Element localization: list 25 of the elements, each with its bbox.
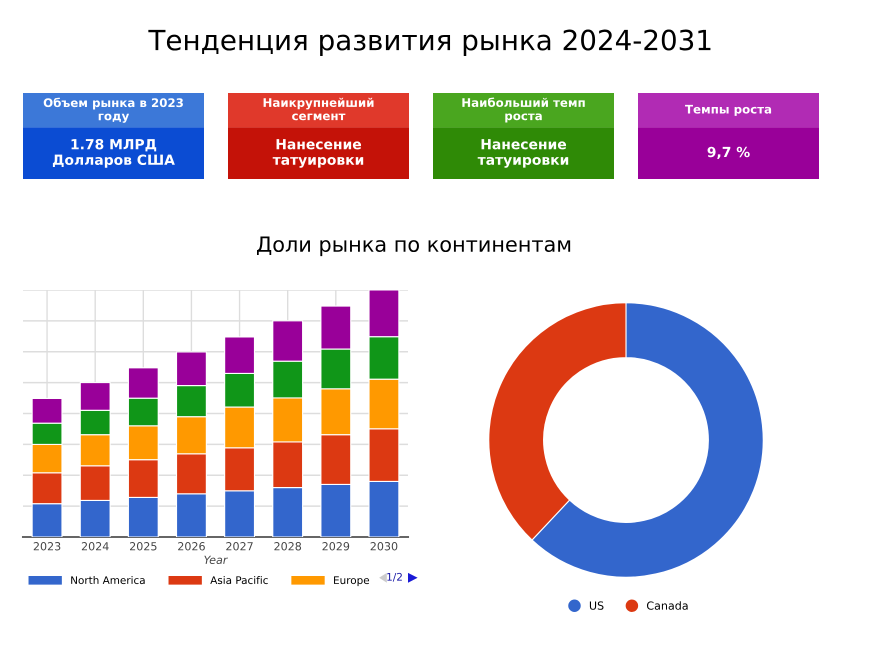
legend-label: Canada	[646, 601, 688, 610]
legend-label: Asia Pacific	[210, 576, 268, 584]
x-tick-label: 2025	[130, 542, 156, 550]
text: Тенденция развития рынка 2024-2031	[148, 30, 710, 56]
x-tick-label: 2030	[370, 542, 398, 550]
text: 1/2	[387, 572, 402, 582]
text: Нанесение татуировки	[272, 139, 364, 168]
text: Наибольший темп роста	[462, 97, 585, 123]
legend-label: US	[590, 601, 604, 610]
x-tick-label: 2029	[322, 542, 350, 550]
x-tick-label: 2027	[226, 542, 253, 550]
text: 1.78 МЛРД Долларов США	[52, 138, 175, 168]
x-axis-title: Year	[204, 556, 228, 564]
chart-title: Доли рынка по континентам	[257, 236, 570, 256]
text: Нанесение татуировки	[478, 139, 568, 168]
text: Темпы роста	[685, 104, 772, 116]
text: Объем рынка в 2023 году	[44, 98, 183, 123]
text: 9,7 %	[708, 146, 750, 160]
x-tick-label: 2023	[34, 542, 60, 550]
legend-label: Europe	[334, 576, 370, 586]
x-tick-label: 2028	[274, 542, 302, 550]
text: Наикрупнейший сегмент	[264, 98, 374, 120]
legend-label: North America	[71, 576, 145, 584]
x-tick-label: 2026	[178, 542, 205, 550]
x-tick-label: 2024	[82, 542, 109, 550]
